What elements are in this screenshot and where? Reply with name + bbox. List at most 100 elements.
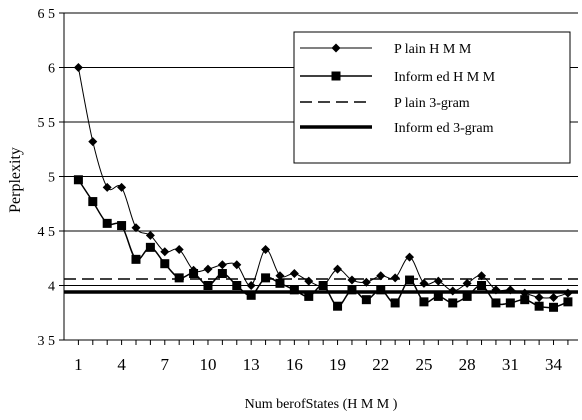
informed-hmm-point <box>275 278 285 288</box>
plain-hmm-point <box>145 230 155 240</box>
x-tick-label: 31 <box>502 355 519 374</box>
plain-hmm-point <box>289 269 299 279</box>
plain-hmm-point <box>73 63 83 72</box>
plain-hmm-point <box>333 264 343 274</box>
legend-label: Inform ed 3-gram <box>394 121 494 136</box>
plain-hmm-point <box>477 271 487 281</box>
legend: P lain H M M Inform ed H M M P lain 3-gram… <box>293 31 571 164</box>
plain-hmm-point <box>405 252 415 262</box>
y-tick-label: 3 5 <box>38 334 56 349</box>
plain-hmm-point <box>88 137 98 147</box>
series-layer <box>73 63 573 312</box>
plain-hmm-point <box>232 260 242 270</box>
x-tick-label: 1 <box>74 355 83 374</box>
informed-hmm-point <box>217 269 227 279</box>
informed-hmm-point <box>505 298 515 308</box>
x-tick-label: 13 <box>243 355 260 374</box>
informed-hmm-point <box>549 302 559 312</box>
x-tick-label: 22 <box>372 355 389 374</box>
plain-hmm-point <box>361 277 371 287</box>
legend-diamond-marker <box>331 43 341 53</box>
legend-label: Inform ed H M M <box>394 70 496 85</box>
informed-hmm-point <box>534 301 544 311</box>
plain-hmm-point <box>102 182 112 192</box>
plain-hmm-point <box>534 292 544 302</box>
x-tick-label: 16 <box>286 355 303 374</box>
y-tick-label: 6 <box>48 62 55 77</box>
x-tick-label: 28 <box>459 355 476 374</box>
legend-box <box>293 31 571 164</box>
plain-hmm-point <box>505 285 515 295</box>
y-tick-label: 5 <box>48 171 55 186</box>
plain-hmm-point <box>491 285 501 295</box>
informed-hmm-point <box>405 275 415 285</box>
plain-hmm-point <box>131 223 141 233</box>
plain-hmm-point <box>275 271 285 281</box>
plain-hmm-point <box>246 281 256 290</box>
plain-hmm-point <box>203 264 213 274</box>
plain-hmm-point <box>563 288 573 298</box>
plain-hmm-point <box>433 276 443 286</box>
informed-hmm-point <box>462 291 472 301</box>
x-tick-label: 10 <box>199 355 216 374</box>
plain-hmm-point <box>174 245 184 255</box>
plain-hmm-point <box>462 278 472 288</box>
legend-label: P lain H M M <box>394 42 472 57</box>
axes-layer: 3 5 4 4 5 5 5 5 6 6 5 1 4 7 10 13 16 19 22 25 28 31 34 <box>38 7 578 374</box>
informed-hmm-point <box>246 290 256 300</box>
informed-hmm-point <box>189 269 199 279</box>
plain-hmm-point <box>419 278 429 288</box>
plain-hmm-point <box>448 286 458 296</box>
informed-hmm-point <box>232 281 242 290</box>
x-tick-label: 25 <box>415 355 432 374</box>
plain-hmm-point <box>549 292 559 302</box>
informed-hmm-point <box>419 297 429 307</box>
y-tick-label: 5 5 <box>38 116 56 131</box>
informed-hmm-point <box>520 295 530 305</box>
y-axis-label: Perplexity <box>7 147 24 213</box>
informed-hmm-point <box>347 285 357 295</box>
x-axis-label: Num berofStates (H M M ) <box>245 397 398 412</box>
legend-square-marker <box>331 71 341 81</box>
informed-hmm-point <box>160 259 170 269</box>
informed-hmm-point <box>491 298 501 308</box>
plain-hmm-point <box>160 247 170 257</box>
reference-lines-layer <box>64 278 578 294</box>
y-tick-label: 4 5 <box>38 225 56 240</box>
plain-hmm-point <box>347 275 357 285</box>
informed-hmm-point <box>563 297 573 307</box>
informed-hmm-point <box>145 242 155 252</box>
informed-hmm-point <box>448 298 458 308</box>
informed-hmm-point <box>117 221 127 231</box>
informed-hmm-point <box>174 273 184 283</box>
informed-hmm-point <box>131 254 141 264</box>
y-tick-label: 4 <box>48 280 55 295</box>
x-tick-label: 19 <box>329 355 346 374</box>
plain-hmm-point <box>376 271 386 281</box>
informed-hmm-point <box>433 291 443 301</box>
plain-hmm-point <box>261 245 271 255</box>
informed-hmm-point <box>390 298 400 308</box>
plain-hmm-point <box>304 276 314 286</box>
informed-hmm-point <box>304 291 314 301</box>
informed-hmm-point <box>333 301 343 311</box>
x-tick-label: 34 <box>545 355 563 374</box>
informed-hmm-point <box>102 218 112 228</box>
x-tick-label: 4 <box>117 355 126 374</box>
informed-hmm-point <box>289 285 299 295</box>
informed-hmm-point <box>88 197 98 207</box>
informed-hmm-point <box>261 273 271 283</box>
x-tick-label: 7 <box>161 355 170 374</box>
informed-hmm-point <box>203 281 213 290</box>
plain-hmm-point <box>390 273 400 283</box>
plain-hmm-point <box>117 182 127 192</box>
informed-hmm-point <box>477 281 487 290</box>
plain-hmm-point <box>217 260 227 270</box>
legend-label: P lain 3-gram <box>394 96 470 111</box>
informed-hmm-point <box>361 295 371 305</box>
y-tick-label: 6 5 <box>38 7 56 22</box>
informed-hmm-point <box>318 281 328 290</box>
informed-hmm-point <box>73 175 83 185</box>
